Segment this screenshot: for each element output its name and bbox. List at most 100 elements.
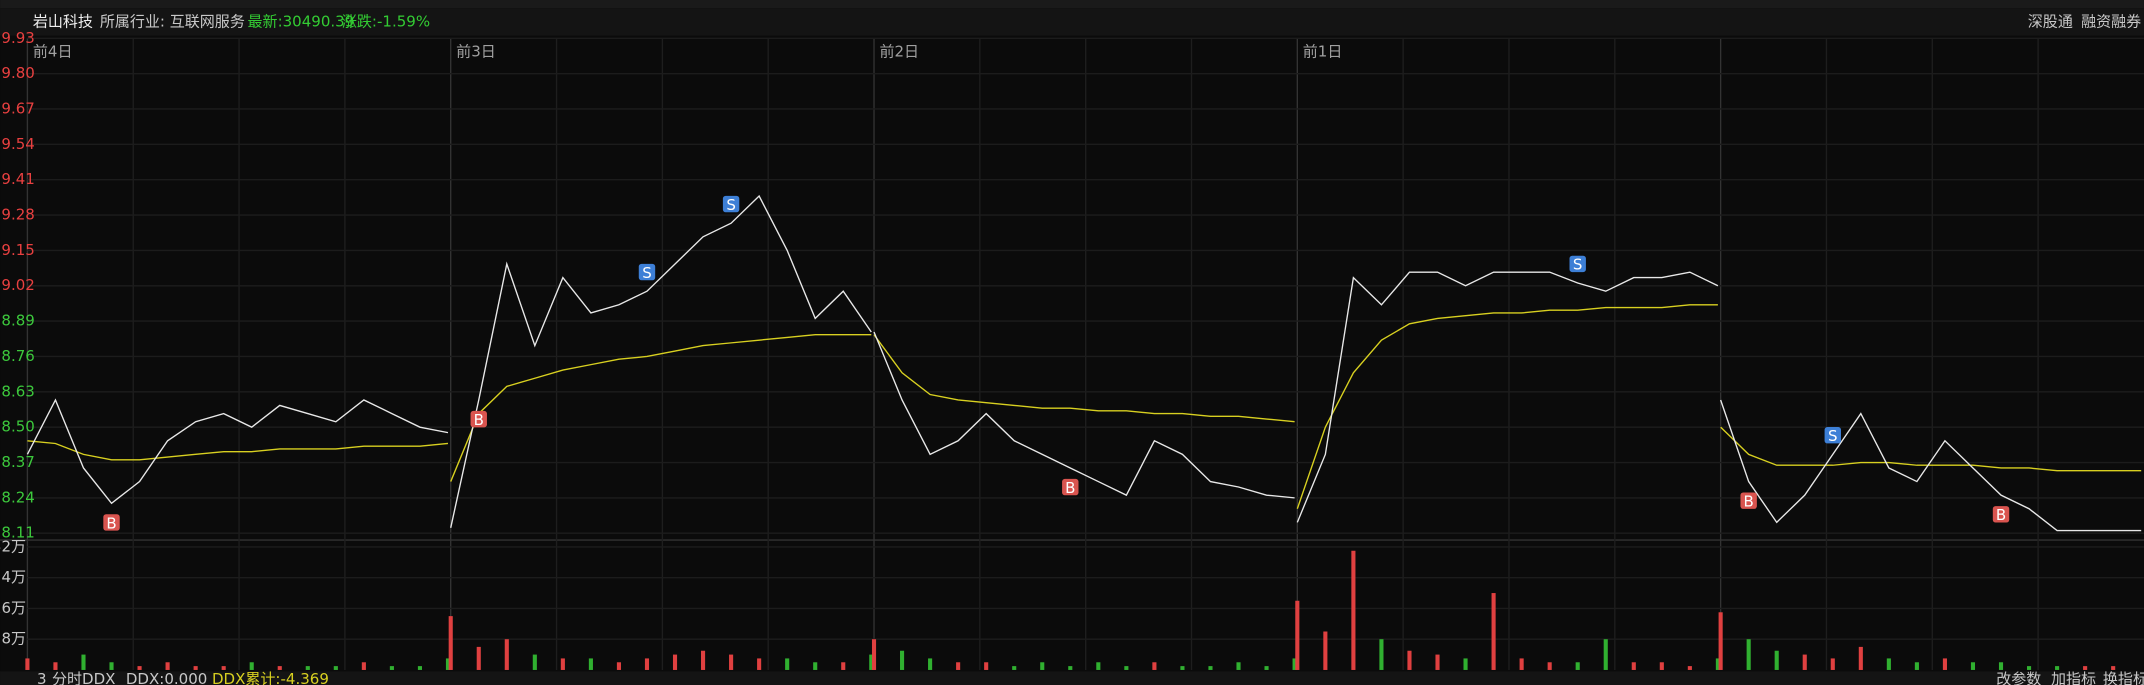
volume-bar — [333, 666, 338, 670]
volume-bar — [1208, 666, 1213, 670]
volume-bar — [109, 662, 114, 670]
y-tick-label: 8.63 — [1, 382, 34, 400]
volume-bar — [1379, 639, 1384, 670]
link[interactable]: 深股通 — [2028, 12, 2073, 30]
signal-box — [722, 195, 740, 213]
signal-box — [1740, 492, 1757, 509]
footer-button[interactable]: 加指标 — [2051, 670, 2096, 685]
volume-bar — [1942, 658, 1947, 670]
avg-line — [1720, 426, 2142, 472]
volume-bar — [389, 666, 394, 670]
y-tick-label: 8.76 — [1, 347, 34, 365]
day-label: 前1日 — [1303, 42, 1343, 60]
y-tick-label: 8.50 — [1, 418, 34, 436]
volume-bar — [1463, 658, 1468, 670]
footer-index: 3 — [37, 670, 47, 685]
price-line — [1296, 271, 1719, 523]
volume-bar — [1292, 658, 1297, 670]
volume-bar — [1575, 662, 1580, 670]
y-tick-label: 9.67 — [1, 99, 34, 117]
signal-label: B — [1744, 493, 1754, 511]
volume-bar — [1687, 666, 1692, 670]
avg-line — [1296, 304, 1718, 509]
industry: 所属行业: 互联网服务 — [100, 12, 245, 30]
signal-box — [638, 263, 656, 281]
y-tick-label: 8.24 — [1, 488, 34, 506]
stock-name: 岩山科技 — [33, 12, 93, 30]
price-line — [450, 194, 872, 528]
volume-bar — [1264, 666, 1269, 670]
footer-button[interactable]: 换指标 — [2103, 670, 2144, 685]
y-tick-label: 9.15 — [1, 241, 34, 259]
avg-line — [27, 440, 449, 461]
y-tick-label: 8.89 — [1, 312, 34, 330]
volume-bar — [249, 662, 254, 670]
y-tick-label: 8.37 — [1, 453, 34, 471]
volume-bar — [900, 650, 905, 670]
latest: 最新:30490.39 — [248, 12, 355, 30]
volume-bar — [672, 654, 678, 670]
volume-bar — [504, 639, 509, 670]
top-strip — [0, 0, 2144, 9]
volume-bar — [277, 666, 282, 670]
change: 涨跌:-1.59% — [342, 12, 430, 30]
footer-indicator: 分时DDX — [52, 670, 115, 685]
volume-bar — [1746, 639, 1751, 670]
y-tick-label: 9.28 — [1, 206, 34, 224]
y-tick-label: 9.54 — [1, 135, 34, 153]
signal-label: S — [1828, 427, 1838, 445]
header-bar — [0, 8, 2144, 36]
volume-bar — [644, 658, 650, 670]
link[interactable]: 融资融券 — [2081, 12, 2141, 30]
v-tick-label: 16万 — [0, 599, 26, 617]
volume-bar — [445, 658, 451, 670]
volume-bar — [841, 662, 846, 670]
volume-bar — [53, 662, 58, 670]
volume-bar — [193, 666, 198, 670]
volume-bar — [532, 654, 537, 670]
volume-bar — [560, 658, 565, 670]
signal-box — [470, 410, 487, 428]
volume-bar — [1068, 666, 1073, 670]
volume-bar — [785, 658, 790, 670]
volume-bar — [1603, 639, 1608, 670]
volume-bar — [221, 666, 226, 670]
volume-bar — [1715, 658, 1720, 670]
volume-bar — [1435, 654, 1440, 670]
volume-bar — [361, 662, 366, 670]
volume-bar — [1998, 662, 2004, 670]
volume-bar — [813, 662, 818, 670]
v-tick-label: 24万 — [0, 568, 26, 586]
volume-bar — [1124, 666, 1129, 670]
signal-label: B — [1065, 479, 1075, 497]
footer-button[interactable]: 改参数 — [1996, 670, 2041, 685]
signal-label: B — [1996, 506, 2006, 524]
volume-bar — [1180, 666, 1185, 670]
volume-bar — [305, 666, 310, 670]
signal-box — [1062, 478, 1079, 496]
signal-box — [103, 514, 120, 531]
avg-line — [873, 334, 1295, 423]
volume-bar — [1886, 658, 1891, 670]
signal-label: B — [474, 411, 484, 429]
footer-ddx: DDX:0.000 — [126, 670, 207, 685]
price-line — [1719, 399, 2142, 532]
signal-label: B — [106, 514, 116, 532]
day-label: 前2日 — [879, 42, 919, 60]
volume-bar — [1519, 658, 1524, 670]
volume-bar — [2055, 666, 2060, 670]
y-tick-label: 9.80 — [1, 64, 34, 82]
signal-label: S — [642, 264, 652, 282]
y-tick-label: 9.93 — [1, 29, 34, 47]
volume-bar — [701, 650, 706, 670]
volume-bar — [1858, 646, 1863, 670]
volume-bar — [1096, 662, 1101, 670]
volume-bar — [1774, 650, 1779, 670]
volume-bar — [616, 662, 621, 670]
volume-bar — [25, 658, 30, 670]
volume-bar — [1295, 600, 1300, 670]
volume-bar — [2083, 666, 2088, 670]
volume-bar — [1914, 662, 1919, 670]
